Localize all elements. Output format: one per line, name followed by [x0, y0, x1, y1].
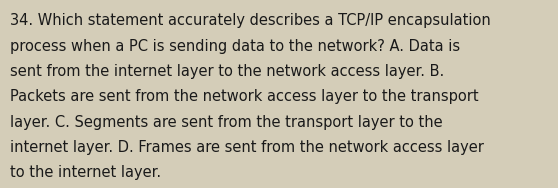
Text: process when a PC is sending data to the network? A. Data is: process when a PC is sending data to the… — [10, 39, 460, 54]
Text: Packets are sent from the network access layer to the transport: Packets are sent from the network access… — [10, 89, 479, 104]
Text: to the internet layer.: to the internet layer. — [10, 165, 161, 180]
Text: internet layer. D. Frames are sent from the network access layer: internet layer. D. Frames are sent from … — [10, 140, 484, 155]
Text: sent from the internet layer to the network access layer. B.: sent from the internet layer to the netw… — [10, 64, 444, 79]
Text: 34. Which statement accurately describes a TCP/IP encapsulation: 34. Which statement accurately describes… — [10, 13, 491, 28]
Text: layer. C. Segments are sent from the transport layer to the: layer. C. Segments are sent from the tra… — [10, 115, 442, 130]
